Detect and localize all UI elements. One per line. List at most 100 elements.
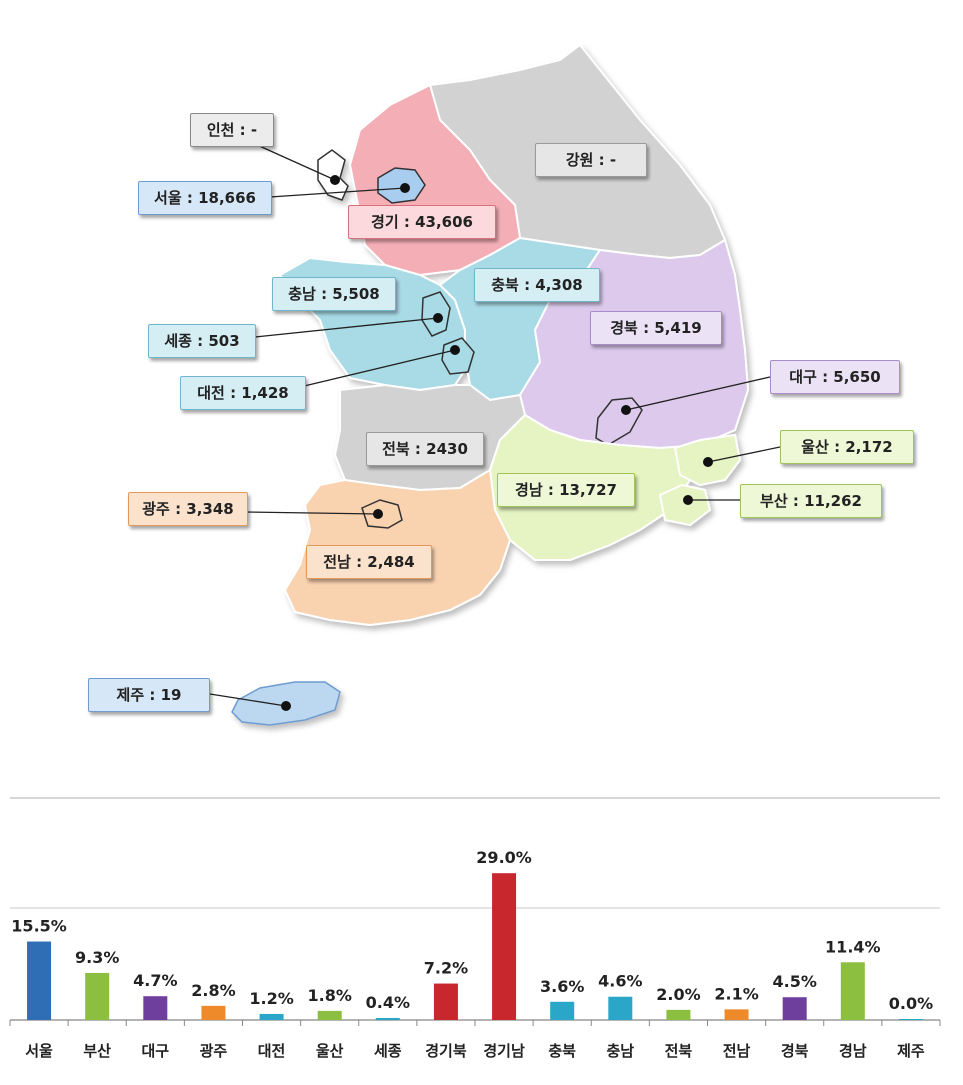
label-jeonnam-value: 2,484	[367, 553, 415, 571]
label-incheon-value: -	[250, 121, 258, 139]
category-label-9: 충북	[548, 1042, 576, 1060]
bar-2	[143, 996, 168, 1020]
label-chungnam[interactable]: 충남 : 5,508	[272, 277, 396, 311]
dot-busan	[683, 495, 693, 505]
label-jeonnam-name: 전남	[323, 553, 351, 571]
dot-jeju	[281, 701, 291, 711]
label-daejeon-name: 대전	[197, 384, 225, 402]
bar-5	[317, 1010, 342, 1020]
bar-4	[259, 1013, 284, 1020]
category-label-1: 부산	[83, 1042, 111, 1060]
bar-chart: 15.5% 9.3% 4.7% 2.8% 1.2% 1.8% 0.4% 7.2% 29.0% 3.…	[9, 797, 941, 1060]
label-jeonnam[interactable]: 전남 : 2,484	[306, 545, 432, 579]
label-busan[interactable]: 부산 : 11,262	[740, 484, 882, 518]
label-chungbuk-name: 충북	[491, 276, 519, 294]
bar-value-label-9: 3.6%	[540, 977, 584, 996]
label-gwangju[interactable]: 광주 : 3,348	[128, 492, 248, 526]
label-daegu-value: 5,650	[833, 368, 881, 386]
label-daegu-name: 대구	[789, 368, 817, 386]
label-gangwon-name: 강원	[565, 151, 594, 169]
label-ulsan-value: 2,172	[845, 438, 893, 456]
leader-daegu	[625, 376, 771, 411]
region-daejeon[interactable]	[441, 337, 475, 375]
label-chungbuk-value: 4,308	[535, 276, 583, 294]
bar-value-label-5: 1.8%	[308, 986, 352, 1005]
label-daejeon[interactable]: 대전 : 1,428	[180, 376, 306, 410]
leader-daejeon	[299, 349, 456, 388]
label-chungbuk[interactable]: 충북 : 4,308	[474, 268, 600, 302]
dot-ulsan	[703, 457, 713, 467]
label-chungnam-value: 5,508	[332, 285, 380, 303]
bar-value-label-7: 7.2%	[424, 959, 468, 978]
dot-daegu	[621, 405, 631, 415]
region-incheon[interactable]	[317, 149, 349, 201]
label-gyeongnam-name: 경남	[515, 481, 543, 499]
label-sejong-name: 세종	[164, 332, 192, 350]
leader-sejong	[254, 317, 439, 338]
label-seoul-value: 18,666	[198, 189, 256, 207]
label-gwangju-name: 광주	[142, 500, 170, 518]
category-label-6: 세종	[374, 1042, 402, 1060]
label-jeonbuk-value: 2430	[426, 440, 468, 458]
bar-6	[375, 1017, 400, 1020]
category-label-10: 충남	[607, 1042, 635, 1060]
label-gyeongbuk[interactable]: 경북 : 5,419	[590, 311, 722, 345]
label-jeju-name: 제주	[116, 686, 145, 704]
category-label-2: 대구	[142, 1042, 170, 1060]
dot-seoul	[400, 183, 410, 193]
bar-value-label-12: 2.1%	[714, 984, 758, 1003]
label-gyeongnam-value: 13,727	[559, 481, 617, 499]
bar-value-label-4: 1.2%	[249, 989, 293, 1008]
bar-value-label-10: 4.6%	[598, 972, 642, 991]
category-label-15: 제주	[897, 1042, 925, 1060]
label-ulsan-name: 울산	[801, 438, 829, 456]
label-seoul[interactable]: 서울 : 18,666	[138, 181, 272, 215]
label-jeonbuk-name: 전북	[382, 440, 410, 458]
label-gyeongbuk-name: 경북	[610, 319, 638, 337]
bar-13	[782, 997, 807, 1020]
label-gangwon[interactable]: 강원 : -	[535, 143, 647, 177]
label-gyeongnam[interactable]: 경남 : 13,727	[497, 473, 635, 507]
label-gyeongbuk-value: 5,419	[654, 319, 702, 337]
label-gyeonggi-name: 경기	[371, 213, 399, 231]
label-gwangju-value: 3,348	[186, 500, 234, 518]
bar-1	[85, 972, 110, 1020]
label-busan-value: 11,262	[804, 492, 862, 510]
category-label-13: 경북	[781, 1042, 809, 1060]
category-label-7: 경기북	[425, 1042, 467, 1060]
dot-gwangju	[373, 509, 383, 519]
label-ulsan[interactable]: 울산 : 2,172	[780, 430, 914, 464]
label-incheon[interactable]: 인천 : -	[190, 113, 274, 147]
category-label-12: 전남	[723, 1042, 751, 1060]
region-busan[interactable]	[658, 483, 712, 527]
leader-jeju	[209, 693, 287, 707]
label-gyeonggi-value: 43,606	[415, 213, 473, 231]
bar-value-label-2: 4.7%	[133, 971, 177, 990]
bar-value-label-0: 15.5%	[11, 917, 67, 936]
dot-sejong	[433, 313, 443, 323]
category-label-5: 울산	[316, 1042, 344, 1060]
leader-gwangju	[244, 511, 379, 515]
label-daegu[interactable]: 대구 : 5,650	[770, 360, 900, 394]
label-jeonbuk[interactable]: 전북 : 2430	[366, 432, 484, 466]
bar-11	[666, 1009, 691, 1020]
label-incheon-name: 인천	[206, 121, 235, 139]
bar-value-label-13: 4.5%	[773, 972, 817, 991]
bar-12	[724, 1009, 749, 1020]
label-daejeon-value: 1,428	[241, 384, 289, 402]
bar-14	[840, 962, 865, 1020]
label-jeju-value: 19	[160, 686, 182, 704]
dot-daejeon	[450, 345, 460, 355]
label-jeju[interactable]: 제주 : 19	[88, 678, 210, 712]
leader-incheon	[254, 143, 336, 181]
bar-value-label-15: 0.0%	[889, 994, 933, 1013]
category-label-3: 광주	[200, 1042, 228, 1060]
leader-ulsan	[707, 446, 781, 463]
label-sejong-value: 503	[208, 332, 240, 350]
label-gyeonggi[interactable]: 경기 : 43,606	[348, 205, 496, 239]
category-label-4: 대전	[258, 1042, 286, 1060]
bar-value-label-6: 0.4%	[366, 993, 410, 1012]
category-label-0: 서울	[25, 1042, 53, 1060]
bar-9	[550, 1001, 575, 1020]
label-sejong[interactable]: 세종 : 503	[148, 324, 256, 358]
